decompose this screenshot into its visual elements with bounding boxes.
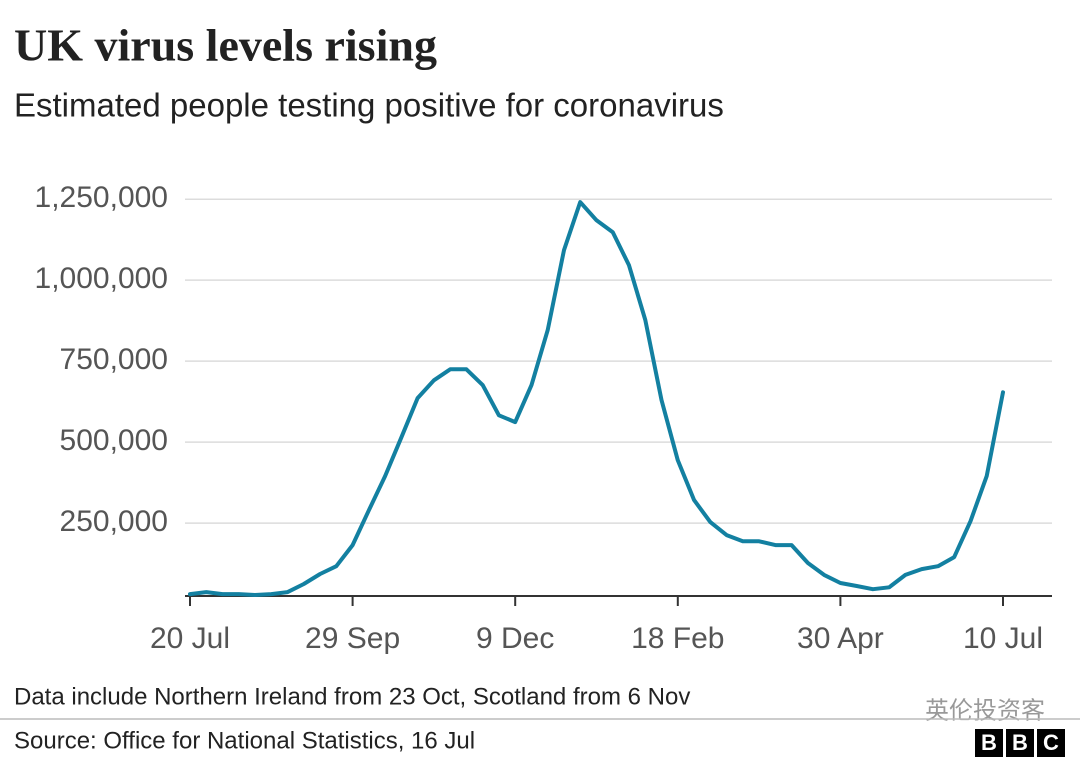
logo-letter: B [1012, 730, 1028, 755]
x-tick-label: 29 Sep [305, 622, 400, 655]
logo-letter: B [981, 730, 997, 755]
x-tick-label: 20 Jul [150, 622, 230, 655]
data-line [188, 200, 1005, 597]
y-tick-label: 1,000,000 [35, 262, 168, 295]
chart-subtitle: Estimated people testing positive for co… [14, 87, 724, 124]
y-tick-label: 500,000 [60, 424, 168, 457]
note: Data include Northern Ireland from 23 Oc… [14, 683, 690, 710]
y-tick-label: 1,250,000 [35, 181, 168, 214]
source: Source: Office for National Statistics, … [14, 727, 475, 754]
logo-block [1006, 729, 1034, 757]
y-tick-label: 750,000 [60, 343, 168, 376]
logo-block [1037, 729, 1065, 757]
x-tick-label: 18 Feb [631, 622, 724, 655]
plot-area: 250,000 500,000 750,000 1,000,000 1,250,000 2… [35, 181, 1052, 655]
x-tick-label: 10 Jul [963, 622, 1043, 655]
x-tick-label: 9 Dec [476, 622, 554, 655]
chart-title: UK virus levels rising [14, 20, 437, 71]
y-tick-label: 250,000 [60, 505, 168, 538]
logo-letter: C [1043, 730, 1059, 755]
watermark: 英伦投资客 [925, 697, 1045, 724]
x-tick-label: 30 Apr [797, 622, 884, 655]
logo-block [975, 729, 1003, 757]
